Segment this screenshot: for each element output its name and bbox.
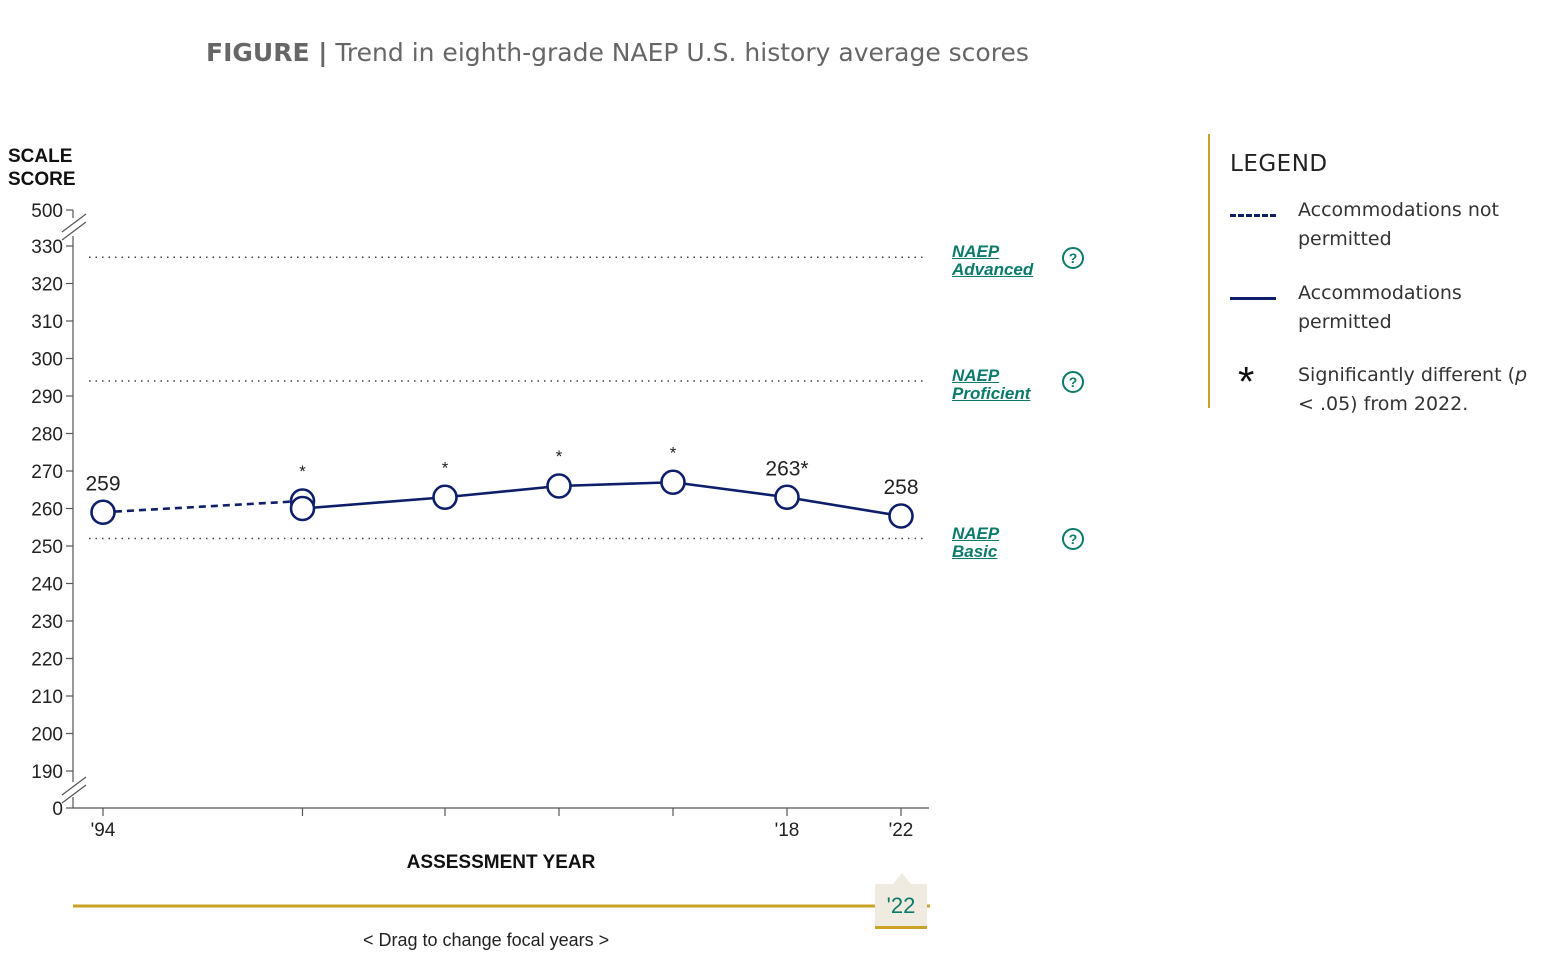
y-axis-title: SCALE SCORE <box>8 145 76 191</box>
x-tick-label: '94 <box>91 820 116 841</box>
trend-chart: 500 0 190 200 210 220 230 240 250 260 270 280 290 300… <box>31 201 930 908</box>
dashed-line-swatch <box>1230 214 1276 217</box>
y-axis-break-mark <box>61 784 87 804</box>
data-label: 263* <box>765 457 808 480</box>
naep-advanced-link[interactable]: NAEP Advanced <box>952 243 1033 279</box>
y-tick-label: 220 <box>31 650 63 671</box>
solid-line-swatch <box>1230 297 1276 300</box>
y-tick-label: 280 <box>31 425 63 446</box>
data-point <box>774 484 800 511</box>
naep-advanced-line2: Advanced <box>952 260 1034 279</box>
significance-star: * <box>299 462 306 481</box>
asterisk-icon: * <box>1238 358 1255 405</box>
y-axis-title-line2: SCORE <box>8 169 76 190</box>
proficient-help-icon[interactable]: ? <box>1062 371 1084 393</box>
y-tick-label: 210 <box>31 687 63 708</box>
slider-handle-pointer <box>893 873 911 884</box>
y-tick-label: 270 <box>31 462 63 483</box>
legend-title: LEGEND <box>1230 151 1328 177</box>
data-point <box>546 473 572 499</box>
y-tick-label: 310 <box>31 312 63 333</box>
figure-label: FIGURE | <box>206 38 328 67</box>
legend-text-significant: Significantly different (p < .05) from 2… <box>1298 361 1543 419</box>
y-tick-label: 500 <box>31 201 63 222</box>
figure-title-text: Trend in eighth-grade NAEP U.S. history … <box>335 38 1029 67</box>
y-axis-break-mark <box>61 221 87 241</box>
naep-basic-line1: NAEP <box>952 524 1000 543</box>
y-tick-label: 240 <box>31 575 63 596</box>
significance-star: * <box>670 443 677 462</box>
naep-advanced-line1: NAEP <box>952 242 1000 261</box>
data-point <box>90 499 116 526</box>
y-tick-label: 0 <box>52 799 63 820</box>
naep-proficient-line1: NAEP <box>952 366 1000 385</box>
data-point <box>660 469 686 496</box>
y-tick-label: 250 <box>31 537 63 558</box>
drag-hint: < Drag to change focal years > <box>363 930 610 950</box>
figure-title: FIGURE | Trend in eighth-grade NAEP U.S.… <box>206 38 1029 67</box>
legend-sig-post: < .05) from 2022. <box>1298 393 1469 415</box>
y-axis-break-mark <box>61 213 87 233</box>
y-axis-title-line1: SCALE <box>8 146 73 167</box>
legend-sig-p: p <box>1514 364 1528 386</box>
basic-help-icon[interactable]: ? <box>1062 528 1084 550</box>
data-point <box>888 503 914 529</box>
legend-text-permitted: Accommodations permitted <box>1298 282 1462 333</box>
significance-star: * <box>442 458 449 477</box>
x-axis-title: ASSESSMENT YEAR <box>407 852 596 873</box>
y-tick-label: 190 <box>31 762 63 783</box>
y-tick-label: 300 <box>31 350 63 371</box>
y-tick-label: 330 <box>31 237 63 258</box>
legend-sig-pre: Significantly different ( <box>1298 364 1515 386</box>
y-tick-label: 290 <box>31 387 63 408</box>
series-line <box>102 499 303 514</box>
y-tick-label: 260 <box>31 500 63 521</box>
data-point <box>289 495 316 522</box>
advanced-help-icon[interactable]: ? <box>1062 247 1084 269</box>
naep-proficient-link[interactable]: NAEP Proficient <box>952 367 1030 403</box>
focal-year-handle[interactable]: '22 <box>875 884 927 929</box>
data-point <box>432 484 458 511</box>
naep-proficient-line2: Proficient <box>952 384 1031 403</box>
data-label: 259 <box>85 472 120 495</box>
legend-panel: LEGEND Accommodations not permitted Acco… <box>1208 134 1550 415</box>
x-tick-label: '22 <box>889 820 914 841</box>
x-tick-label: '18 <box>775 820 800 841</box>
series-line <box>302 480 902 518</box>
y-axis-break-mark <box>61 776 87 796</box>
y-tick-label: 200 <box>31 725 63 746</box>
y-tick-label: 230 <box>31 612 63 633</box>
y-tick-label: 320 <box>31 275 63 296</box>
significance-star: * <box>556 447 563 466</box>
naep-basic-link[interactable]: NAEP Basic <box>952 525 999 561</box>
naep-basic-line2: Basic <box>952 542 998 561</box>
legend-text-not-permitted: Accommodations not permitted <box>1298 199 1499 250</box>
data-label: 258 <box>883 476 918 499</box>
